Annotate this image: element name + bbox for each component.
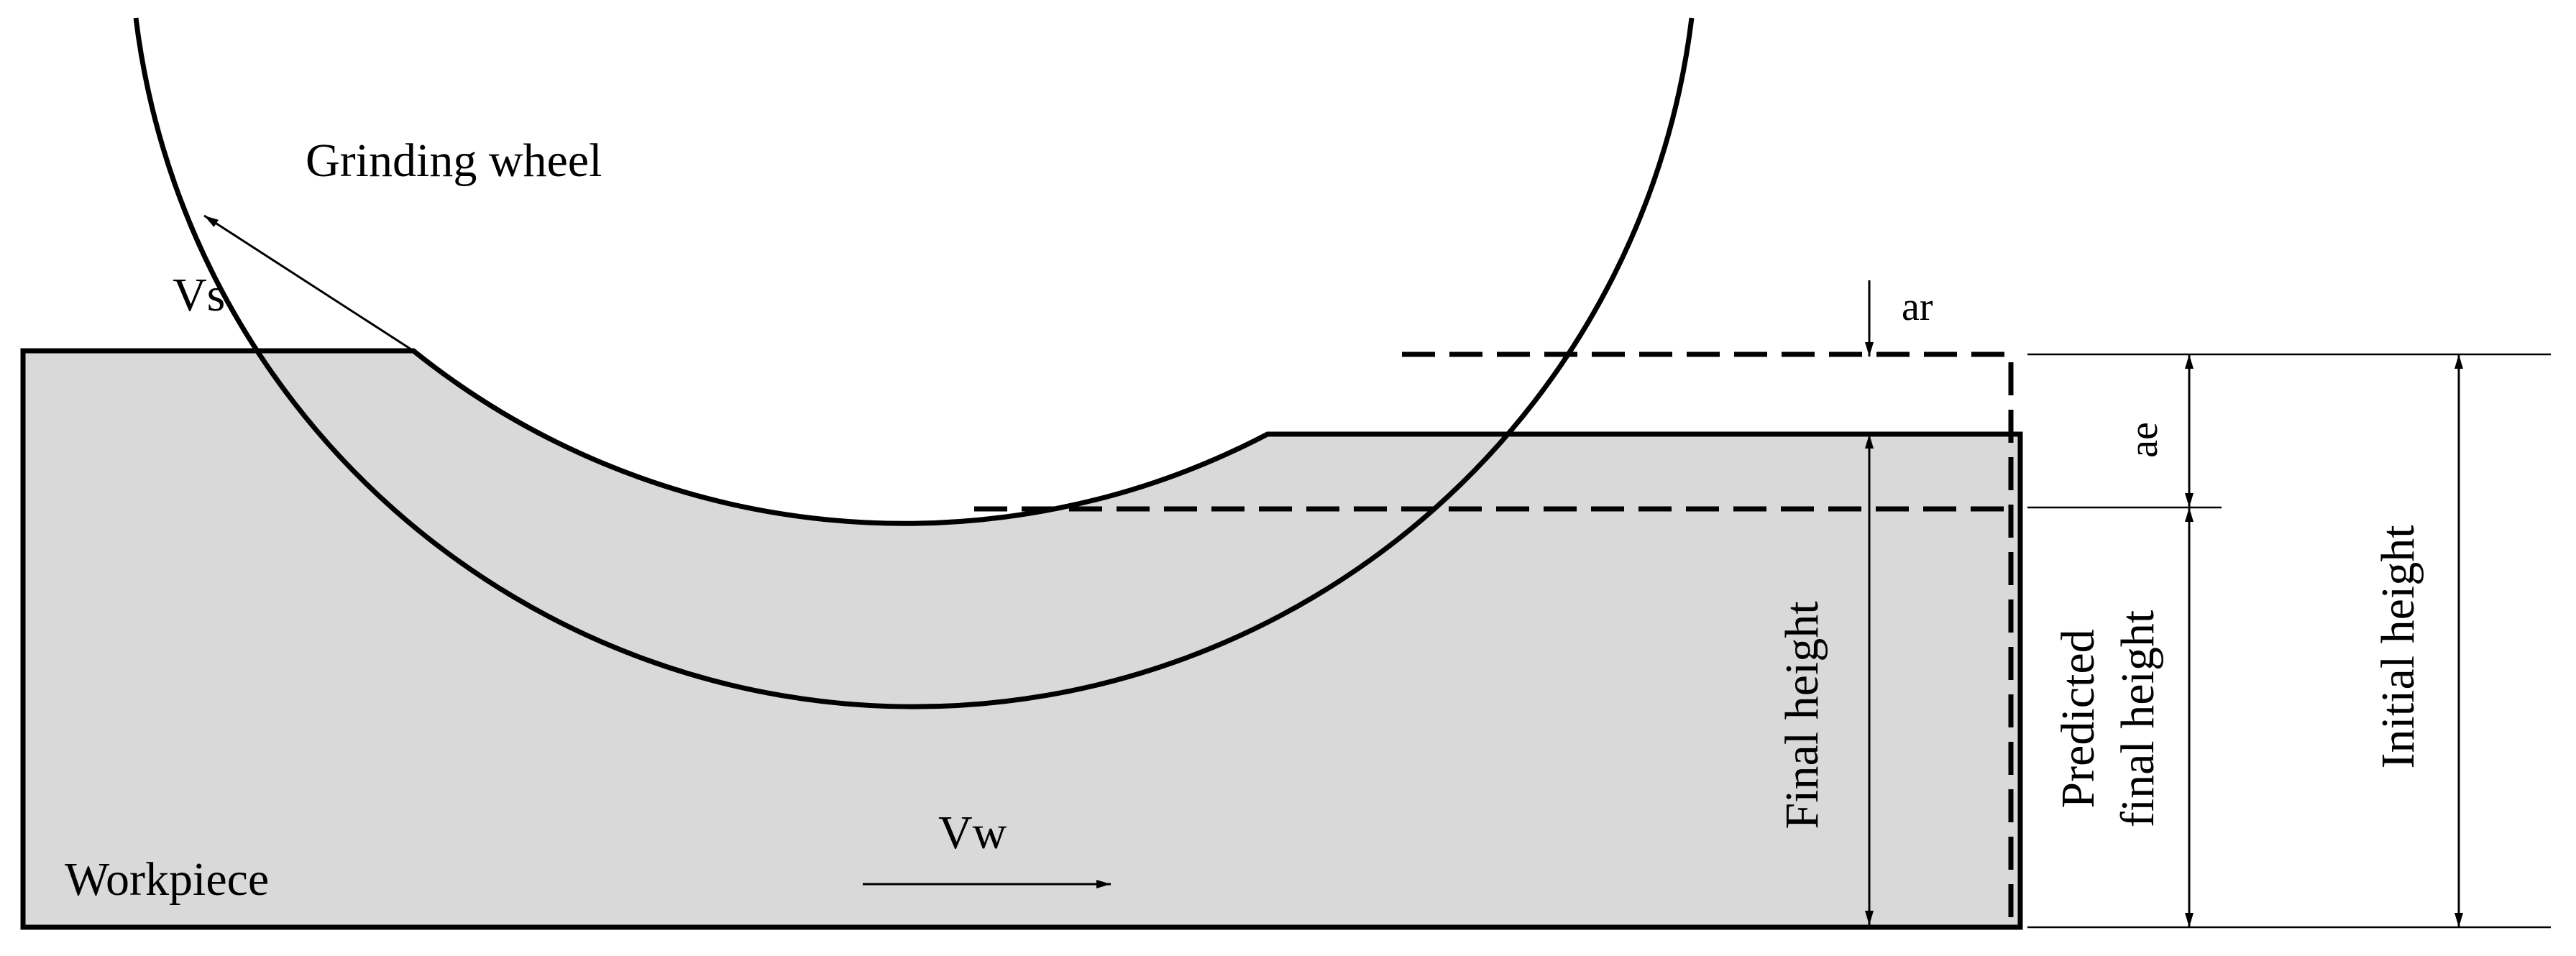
ar-label: ar <box>1902 285 1933 329</box>
ae-label: ae <box>2122 422 2166 458</box>
initial-height-dashed-line <box>1402 351 2014 924</box>
final-height-label: Final height <box>1776 601 1828 829</box>
grinding-wheel-label: Grinding wheel <box>306 134 602 187</box>
vw-label: Vw <box>938 806 1007 859</box>
vs-arrow <box>203 214 414 352</box>
predicted-final-height-label-line1: Predicted <box>2052 629 2104 808</box>
initial-height-label: Initial height <box>2372 525 2424 768</box>
workpiece-body <box>20 348 2023 930</box>
predicted-final-height-label-line2: final height <box>2112 610 2164 827</box>
workpiece-label: Workpiece <box>65 853 269 906</box>
vs-label: Vs <box>173 269 225 321</box>
grinding-wheel-circle <box>133 17 1695 709</box>
